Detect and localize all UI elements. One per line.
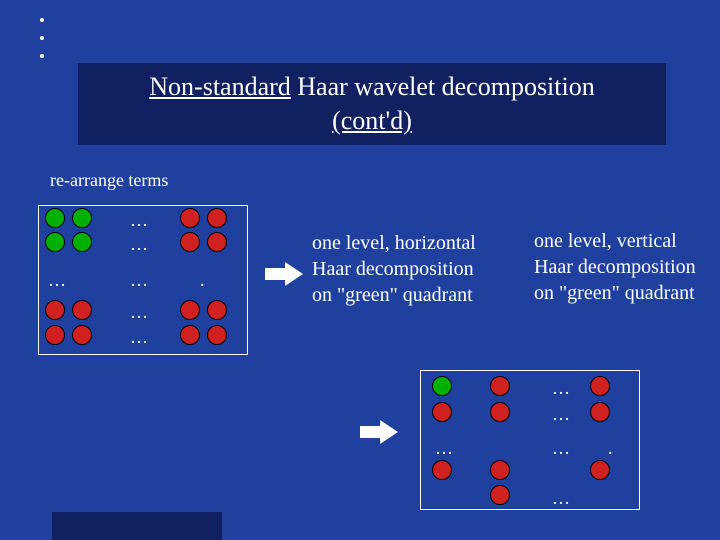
green-circle xyxy=(432,376,452,396)
ellipsis-marker: … xyxy=(130,234,148,255)
title-line2: (cont'd) xyxy=(78,104,666,138)
subtitle: re-arrange terms xyxy=(50,170,168,191)
red-circle xyxy=(490,402,510,422)
red-circle xyxy=(72,325,92,345)
ellipsis-marker: … xyxy=(552,438,570,459)
text-line: one level, vertical xyxy=(534,228,696,254)
red-circle xyxy=(590,376,610,396)
red-circle xyxy=(207,232,227,252)
red-circle xyxy=(207,300,227,320)
dot-marker: . xyxy=(200,270,205,291)
red-circle xyxy=(590,402,610,422)
ellipsis-marker: … xyxy=(435,438,453,459)
ellipsis-marker: … xyxy=(130,270,148,291)
red-circle xyxy=(180,208,200,228)
red-circle xyxy=(432,460,452,480)
red-circle xyxy=(432,402,452,422)
ellipsis-marker: … xyxy=(552,378,570,399)
arrow-right-icon xyxy=(265,262,303,291)
red-circle xyxy=(490,460,510,480)
text-line: Haar decomposition xyxy=(534,254,696,280)
green-circle xyxy=(45,232,65,252)
ellipsis-marker: … xyxy=(48,270,66,291)
green-circle xyxy=(72,208,92,228)
red-circle xyxy=(490,376,510,396)
red-circle xyxy=(45,300,65,320)
text-line: one level, horizontal xyxy=(312,230,476,256)
title-rest: Haar wavelet decomposition xyxy=(291,72,595,101)
text-line: on "green" quadrant xyxy=(534,280,696,306)
arrow-right-icon xyxy=(360,420,398,449)
red-circle xyxy=(72,300,92,320)
ellipsis-marker: … xyxy=(552,488,570,509)
red-circle xyxy=(207,325,227,345)
slide-bullets xyxy=(40,18,44,72)
red-circle xyxy=(590,460,610,480)
ellipsis-marker: … xyxy=(552,404,570,425)
title-bar: Non-standard Haar wavelet decomposition … xyxy=(78,63,666,145)
red-circle xyxy=(180,232,200,252)
footer-bar xyxy=(52,512,222,540)
red-circle xyxy=(180,300,200,320)
ellipsis-marker: … xyxy=(130,327,148,348)
ellipsis-marker: … xyxy=(130,302,148,323)
title-prefix: Non-standard xyxy=(149,72,291,101)
text-line: Haar decomposition xyxy=(312,256,476,282)
ellipsis-marker: … xyxy=(130,210,148,231)
red-circle xyxy=(180,325,200,345)
red-circle xyxy=(45,325,65,345)
red-circle xyxy=(490,485,510,505)
text-vertical-decomp: one level, verticalHaar decompositionon … xyxy=(534,228,696,306)
green-circle xyxy=(45,208,65,228)
green-circle xyxy=(72,232,92,252)
dot-marker: . xyxy=(608,438,613,459)
text-line: on "green" quadrant xyxy=(312,282,476,308)
red-circle xyxy=(207,208,227,228)
text-horizontal-decomp: one level, horizontalHaar decompositiono… xyxy=(312,230,476,308)
